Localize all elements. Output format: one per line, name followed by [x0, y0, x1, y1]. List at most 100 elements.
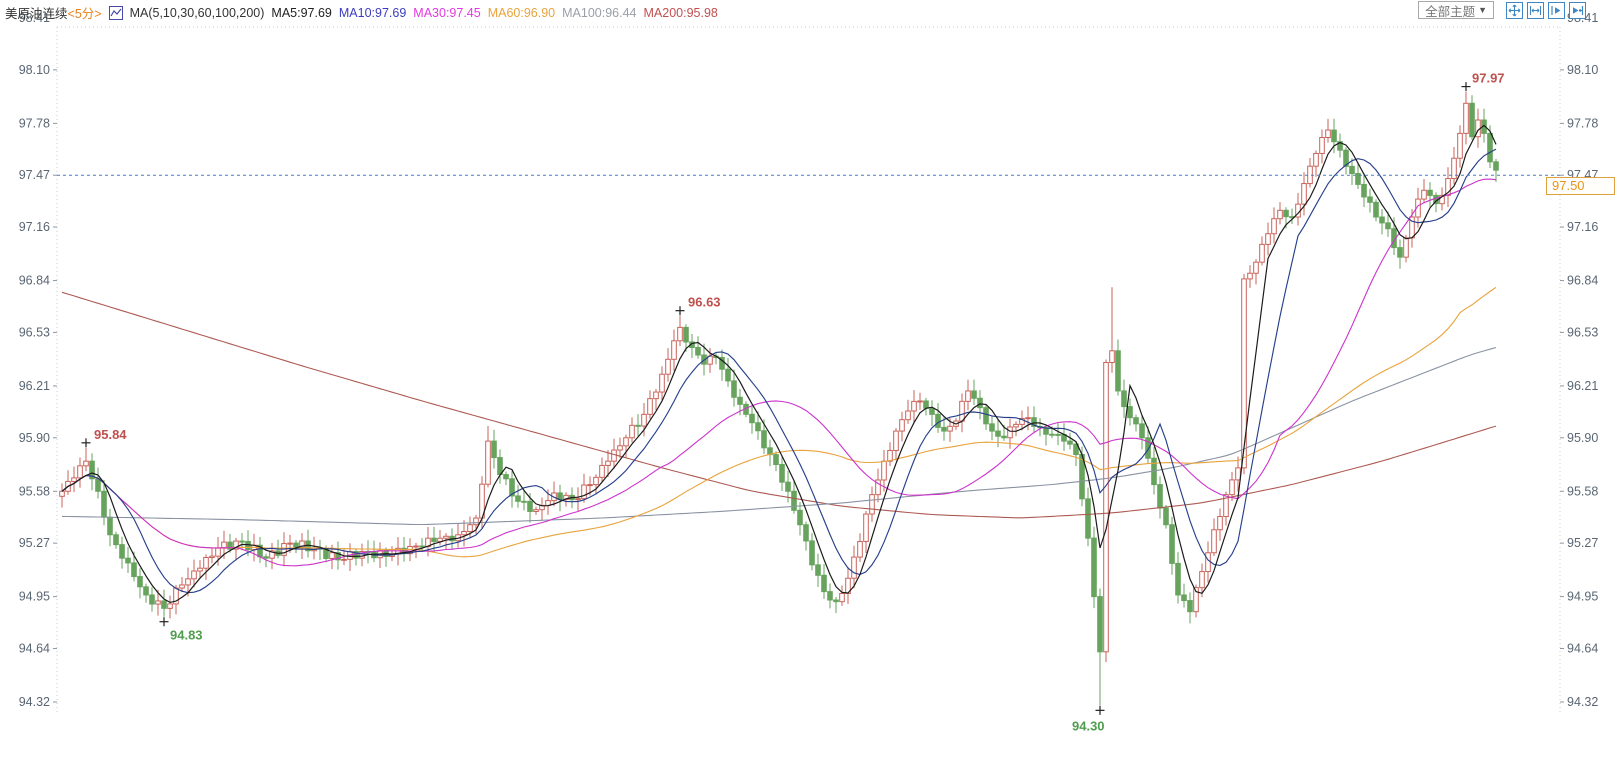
candle-body [1283, 209, 1289, 218]
candle-body [1439, 194, 1445, 205]
candle-body [245, 540, 251, 551]
candle-body [581, 484, 587, 500]
jump-to-latest-icon-glyph [1573, 5, 1584, 15]
candle-body [1001, 435, 1007, 439]
y-axis-label-right: 96.84 [1567, 274, 1598, 288]
candle-body [155, 600, 161, 605]
chart-legend: 美原油连续<5分> MA(5,10,30,60,100,200) MA5:97.… [5, 3, 718, 22]
candle-body [1139, 423, 1145, 439]
candle-body [1349, 165, 1355, 175]
candle-body [947, 425, 953, 432]
candle-body [965, 390, 971, 402]
symbol-name: 美原油连续 [5, 7, 68, 21]
candle-body [839, 592, 845, 603]
candle-body [125, 557, 131, 564]
fit-width-icon[interactable] [1527, 1, 1544, 19]
candle-body [629, 424, 635, 439]
candle-body [641, 413, 647, 427]
candle-body [533, 509, 539, 512]
candle-body [671, 340, 677, 360]
fit-width-icon-glyph [1529, 5, 1542, 15]
y-axis-label-left: 95.58 [19, 484, 50, 498]
candle-body [875, 479, 881, 496]
pan-icon[interactable] [1506, 1, 1523, 19]
candle-body [971, 390, 977, 399]
candle-body [485, 440, 491, 485]
theme-dropdown-label: 全部主题 [1425, 4, 1476, 19]
candle-body [923, 400, 929, 409]
candle-body [1115, 350, 1121, 392]
candle-body [161, 600, 167, 609]
y-axis-label-left: 94.32 [19, 695, 50, 709]
candle-body [407, 545, 413, 555]
last-price-tag: 97.50 [1546, 177, 1615, 196]
candle-body [209, 555, 215, 559]
candle-body [1427, 189, 1433, 196]
candle-body [719, 356, 725, 370]
chevron-down-icon: ▼ [1478, 5, 1487, 15]
candle-body [605, 460, 611, 466]
candle-body [491, 440, 497, 459]
candle-body [1373, 201, 1379, 218]
candle-body [941, 426, 947, 432]
candle-body [1127, 406, 1133, 419]
candle-body [815, 564, 821, 576]
candle-body [653, 391, 659, 400]
candle-body [473, 517, 479, 526]
candle-body [467, 524, 473, 532]
candle-body [1031, 417, 1037, 427]
candle-body [431, 537, 437, 542]
theme-dropdown-button[interactable]: 全部主题 ▼ [1418, 1, 1494, 19]
candle-body [929, 407, 935, 415]
candle-body [419, 545, 425, 548]
candle-body [635, 424, 641, 427]
jump-to-latest-icon[interactable] [1569, 1, 1586, 19]
ma200-value: MA200:95.98 [643, 5, 718, 20]
candle-body [1421, 189, 1427, 200]
candle-body [1457, 132, 1463, 159]
candle-body [1325, 129, 1331, 139]
interval-label: <5分> [67, 7, 102, 21]
candle-body [269, 550, 275, 559]
candle-body [791, 490, 797, 511]
ma10-value: MA10:97.69 [338, 5, 407, 20]
candle-body [869, 494, 875, 515]
candle-body [983, 407, 989, 425]
candle-body [887, 449, 893, 462]
candle-body [527, 500, 533, 512]
extreme-price-label: 96.63 [688, 295, 721, 310]
candle-body [341, 558, 347, 561]
candle-body [233, 540, 239, 550]
y-axis-label-right: 96.21 [1567, 379, 1598, 393]
candle-body [623, 437, 629, 447]
candle-body [779, 464, 785, 483]
candle-body [695, 346, 701, 356]
candle-body [1355, 173, 1361, 185]
candle-body [1265, 233, 1271, 245]
candle-body [287, 542, 293, 545]
candle-body [461, 530, 467, 536]
candle-body [797, 509, 803, 526]
candle-body [293, 542, 299, 548]
extreme-price-label: 97.97 [1472, 71, 1505, 86]
y-axis-label-left: 94.64 [19, 641, 50, 655]
candle-body [1361, 183, 1367, 198]
chart-controls: 全部主题 ▼ [1418, 1, 1586, 19]
ma-line-ma5 [61, 124, 1497, 604]
extreme-price-label: 94.83 [170, 628, 203, 643]
candle-body [995, 430, 1001, 437]
candle-body [179, 584, 185, 589]
y-axis-label-left: 94.95 [19, 590, 50, 604]
candle-body [197, 567, 203, 572]
candle-body [503, 474, 509, 480]
candle-body [1007, 426, 1013, 439]
ma-params-label: MA(5,10,30,60,100,200) [129, 5, 265, 20]
candle-body [119, 544, 125, 559]
ma-line-ma200 [61, 291, 1497, 519]
pan-right-icon[interactable] [1548, 1, 1565, 19]
candle-body [1085, 498, 1091, 539]
candle-body [1367, 196, 1373, 203]
candle-body [1103, 362, 1109, 653]
candle-body [725, 368, 731, 382]
